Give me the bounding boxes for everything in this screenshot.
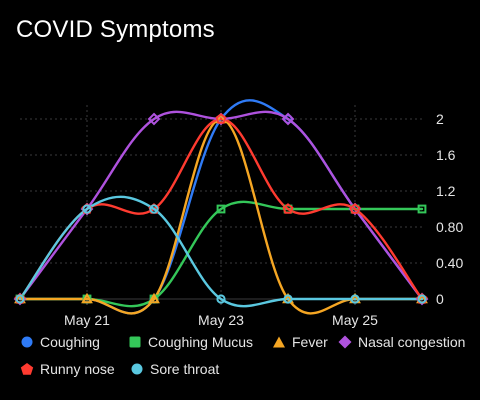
legend-item-coughing[interactable]: Coughing (20, 334, 100, 350)
y-tick-label: 1.2 (436, 183, 456, 199)
data-point-nasal-congestion (147, 112, 161, 126)
y-tick-label: 1.6 (436, 147, 456, 163)
data-point-coughing-mucus (216, 204, 226, 214)
legend-label: Fever (292, 334, 328, 350)
data-point-runny-nose (215, 113, 227, 124)
y-tick-label: 2 (436, 111, 444, 127)
legend-label: Nasal congestion (358, 334, 466, 350)
pentagon-icon (20, 363, 34, 375)
data-point-sore-throat (417, 294, 427, 304)
legend-label: Runny nose (40, 361, 115, 377)
x-tick-label: May 23 (198, 312, 244, 328)
data-point-sore-throat (350, 294, 360, 304)
square-icon (129, 336, 141, 348)
circle-icon (131, 363, 143, 375)
data-point-nasal-congestion (281, 112, 295, 126)
triangle-icon (273, 336, 285, 348)
data-point-sore-throat (283, 294, 293, 304)
data-point-sore-throat (15, 294, 25, 304)
data-point-fever (81, 292, 93, 304)
data-point-fever (148, 292, 160, 304)
data-point-coughing-mucus (417, 204, 427, 214)
legend-item-sore-throat[interactable]: Sore throat (130, 361, 219, 377)
legend-label: Coughing Mucus (148, 334, 254, 350)
x-tick-label: May 21 (64, 312, 110, 328)
data-point-sore-throat (149, 204, 159, 214)
y-tick-label: 0.40 (436, 255, 463, 271)
diamond-icon (338, 335, 352, 349)
legend-label: Sore throat (150, 361, 220, 377)
y-tick-label: 0 (436, 291, 444, 307)
x-tick-label: May 25 (332, 312, 378, 328)
x-axis: May 21 May 23 May 25 (64, 299, 378, 328)
legend-label: Coughing (40, 334, 100, 350)
y-axis: 0 0.40 0.80 1.2 1.6 2 (436, 111, 463, 307)
y-tick-label: 0.80 (436, 219, 463, 235)
legend-item-fever[interactable]: Fever (272, 334, 328, 350)
data-point-runny-nose (349, 203, 361, 214)
circle-icon (21, 336, 33, 348)
series-markers (13, 112, 429, 306)
grid-lines (20, 105, 422, 300)
legend-item-coughing-mucus[interactable]: Coughing Mucus (128, 334, 253, 350)
data-point-runny-nose (282, 203, 294, 214)
chart-title: COVID Symptoms (16, 16, 215, 43)
legend-item-runny-nose[interactable]: Runny nose (20, 361, 115, 377)
data-point-sore-throat (216, 294, 226, 304)
legend-item-nasal-congestion[interactable]: Nasal congestion (338, 334, 465, 350)
data-point-sore-throat (82, 204, 92, 214)
